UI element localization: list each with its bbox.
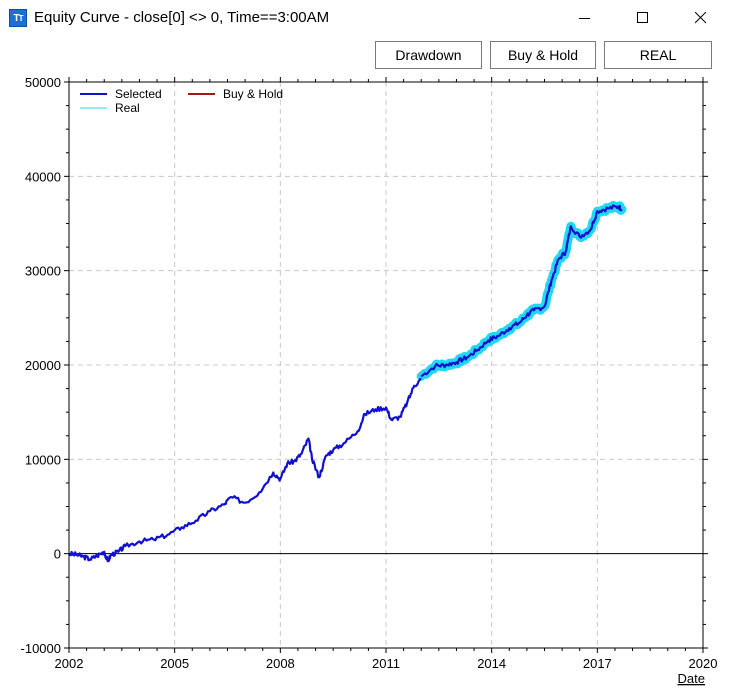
legend-label: Selected [115,87,162,101]
y-tick-label: 20000 [25,358,61,373]
grid-lines [69,82,703,648]
x-tick-label: 2008 [266,656,295,671]
real-button[interactable]: REAL [604,41,712,69]
y-tick-label: 0 [54,547,61,562]
legend-label: Real [115,101,140,115]
x-tick-label: 2014 [477,656,506,671]
x-tick-label: 2005 [160,656,189,671]
window-title: Equity Curve - close[0] <> 0, Time==3:00… [34,9,330,26]
x-tick-labels: 2002 2005 2008 2011 2014 2017 2020 [55,656,718,671]
series-selected-overlay-line [420,204,623,378]
app-icon: TT [9,9,27,27]
title-bar: TT Equity Curve - close[0] <> 0, Time==3… [0,0,730,36]
maximize-icon[interactable] [618,0,668,36]
x-tick-label: 2017 [583,656,612,671]
legend-label: Buy & Hold [223,87,283,101]
x-axis-label: Date [678,671,705,686]
series-real-line [416,200,627,381]
y-tick-label: 40000 [25,169,61,184]
buy-hold-button[interactable]: Buy & Hold [490,41,596,69]
x-tick-label: 2002 [55,656,84,671]
y-tick-label: 10000 [25,452,61,467]
x-tick-label: 2011 [372,656,400,671]
y-tick-label: -10000 [21,641,61,656]
series-layer [68,200,627,563]
minimize-icon[interactable] [560,0,610,36]
legend: Selected Buy & Hold Real [80,87,283,115]
close-icon[interactable] [676,0,726,36]
y-tick-label: 30000 [25,264,61,279]
y-tick-labels: -10000 0 10000 20000 30000 40000 50000 [21,75,61,656]
x-tick-label: 2020 [689,656,718,671]
series-selected-line [68,377,422,563]
drawdown-button[interactable]: Drawdown [375,41,482,69]
axis-ticks [64,77,708,653]
y-tick-label: 50000 [25,75,61,90]
